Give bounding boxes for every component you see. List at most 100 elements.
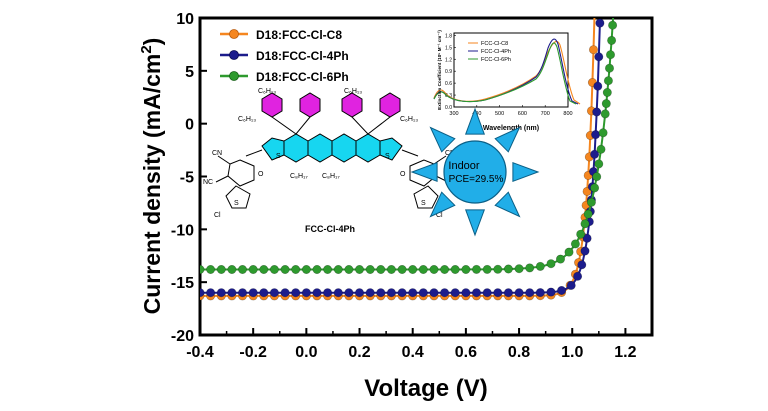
badge-line2: PCE=29.5% xyxy=(449,174,504,185)
series-point xyxy=(598,128,608,138)
series-point xyxy=(525,263,535,273)
sun-ray xyxy=(494,126,521,153)
series-point xyxy=(471,288,481,298)
svg-text:S: S xyxy=(385,153,390,160)
svg-text:O: O xyxy=(258,171,264,178)
legend-label-6ph: D18:FCC-Cl-6Ph xyxy=(256,70,349,84)
inset-x-tick: 500 xyxy=(495,111,504,117)
sun-ray xyxy=(494,191,521,218)
series-point xyxy=(354,264,364,274)
x-tick-label: 1.0 xyxy=(561,344,583,361)
inset-legend-6ph: FCC-Cl-6Ph xyxy=(481,57,511,63)
sun-ray xyxy=(429,126,456,153)
x-axis-label: Voltage (V) xyxy=(364,375,488,402)
series-point xyxy=(583,209,593,219)
series-point xyxy=(580,219,590,229)
inset-x-tick: 800 xyxy=(563,111,572,117)
series-point xyxy=(418,264,428,274)
series-point xyxy=(323,264,333,274)
badge-line1: Indoor xyxy=(448,160,480,172)
inset-y-tick: 1.5 xyxy=(445,45,452,51)
series-point xyxy=(397,288,407,298)
series-point xyxy=(259,264,269,274)
series-point xyxy=(376,288,386,298)
series-point xyxy=(280,264,290,274)
svg-text:CN: CN xyxy=(212,150,222,157)
svg-text:C₈H₁₇: C₈H₁₇ xyxy=(322,173,340,180)
sun-ray xyxy=(429,191,456,218)
series-point xyxy=(503,264,513,274)
series-point xyxy=(461,264,471,274)
x-tick-label: 0.0 xyxy=(295,344,317,361)
sun-ray xyxy=(410,161,438,183)
svg-text:S: S xyxy=(421,200,426,207)
inset-legend-4ph: FCC-Cl-4Ph xyxy=(481,49,511,55)
series-point xyxy=(450,264,460,274)
inset-y-tick: 1.8 xyxy=(445,33,452,39)
series-point xyxy=(592,172,602,182)
series-point xyxy=(602,88,612,98)
series-point xyxy=(535,288,545,298)
series-point xyxy=(408,288,418,298)
y-axis-label: Current density (mA/cm2) xyxy=(138,38,165,315)
series-point xyxy=(206,264,216,274)
series-point xyxy=(471,264,481,274)
series-point xyxy=(238,264,248,274)
series-point xyxy=(482,264,492,274)
svg-text:C₆H₁₃: C₆H₁₃ xyxy=(258,88,276,95)
axis-ticks: -0.4 -0.2 0.0 0.2 0.4 0.6 0.8 1.0 1.2 -20 -15 -10 -5… xyxy=(171,11,637,361)
series-point xyxy=(535,261,545,271)
series-point xyxy=(546,287,556,297)
x-tick-label: -0.2 xyxy=(239,344,267,361)
svg-text:NC: NC xyxy=(203,179,213,186)
series-point xyxy=(482,288,492,298)
svg-text:O: O xyxy=(400,171,406,178)
legend-item-4ph: D18:FCC-Cl-4Ph xyxy=(220,49,349,63)
inset-x-tick: 300 xyxy=(449,111,458,117)
legend-item-6ph: D18:FCC-Cl-6Ph xyxy=(220,70,349,84)
series-point xyxy=(514,264,524,274)
series-point xyxy=(573,271,583,281)
series-point xyxy=(248,264,258,274)
series-line xyxy=(200,18,615,271)
series-point xyxy=(601,99,611,109)
molecule-structure xyxy=(215,92,449,209)
y-tick-label: 10 xyxy=(176,11,194,28)
sun-ray xyxy=(464,209,486,237)
series-point xyxy=(450,288,460,298)
series-point xyxy=(566,280,576,290)
series-point xyxy=(216,264,226,274)
svg-text:C₆H₁₃: C₆H₁₃ xyxy=(238,116,256,123)
series-point xyxy=(503,288,513,298)
svg-text:C₈H₁₇: C₈H₁₇ xyxy=(290,173,308,180)
series-point xyxy=(301,288,311,298)
indoor-pce-badge xyxy=(410,107,540,237)
svg-text:S: S xyxy=(234,200,239,207)
series-point xyxy=(323,288,333,298)
series-point xyxy=(570,239,580,249)
series-point xyxy=(555,254,565,264)
series-point xyxy=(514,288,524,298)
inset-x-tick: 700 xyxy=(541,111,550,117)
y-tick-label: -15 xyxy=(171,275,194,292)
inset-x-tick: 600 xyxy=(518,111,527,117)
inset-curve-6ph xyxy=(433,42,577,105)
series-point xyxy=(291,264,301,274)
x-tick-label: -0.4 xyxy=(186,344,214,361)
legend-label-c8: D18:FCC-Cl-C8 xyxy=(256,28,342,42)
x-tick-label: 0.2 xyxy=(348,344,370,361)
sun-ray xyxy=(512,161,540,183)
series-point xyxy=(595,18,605,28)
series-point xyxy=(333,288,343,298)
series-point xyxy=(365,264,375,274)
svg-text:C₆H₁₃: C₆H₁₃ xyxy=(400,116,418,123)
series-point xyxy=(238,288,248,298)
y-tick-label: -10 xyxy=(171,222,194,239)
molecule-name: FCC-Cl-4Ph xyxy=(305,224,355,234)
series-point xyxy=(344,264,354,274)
y-tick-label: -20 xyxy=(171,328,194,345)
series-point xyxy=(376,264,386,274)
series-point xyxy=(461,288,471,298)
inset-legend: FCC-Cl-C8 FCC-Cl-4Ph FCC-Cl-6Ph xyxy=(468,41,511,63)
